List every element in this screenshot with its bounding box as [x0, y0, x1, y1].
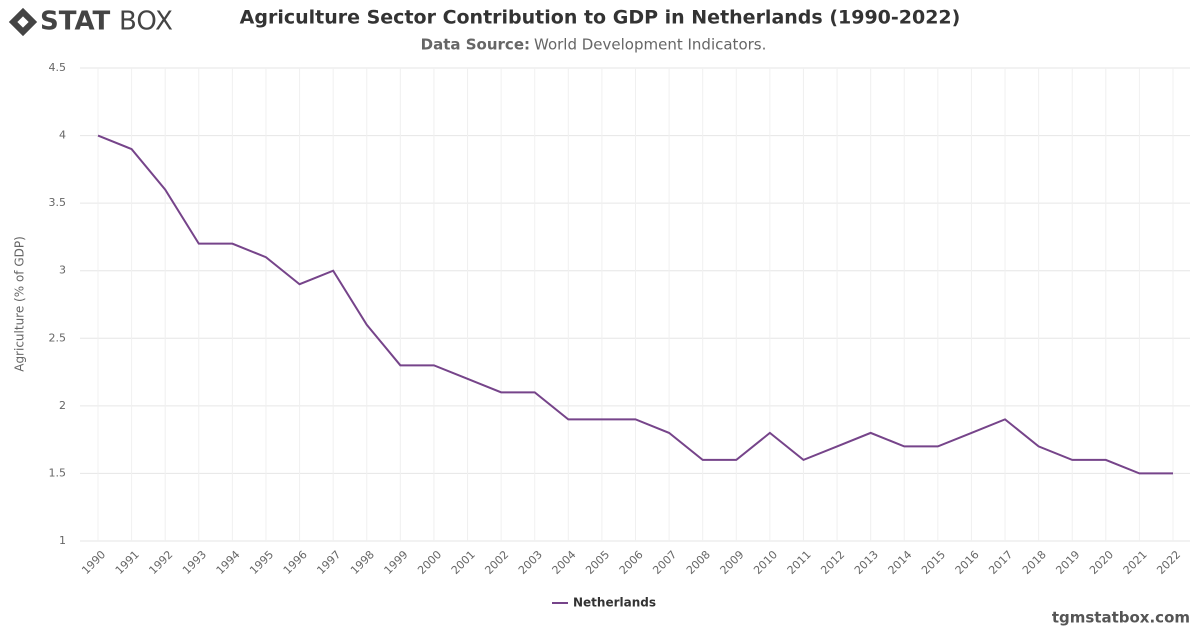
- x-tick-label: 2006: [617, 548, 646, 577]
- x-tick-label: 2003: [516, 548, 545, 577]
- subtitle: World Development Indicators.: [534, 36, 766, 54]
- x-tick-label: 2010: [751, 548, 780, 577]
- x-tick-label: 2011: [785, 548, 814, 577]
- x-tick-label: 2000: [415, 548, 444, 577]
- y-tick-label: 3.5: [49, 196, 67, 209]
- x-tick-label: 2018: [1020, 548, 1049, 577]
- x-tick-label: 1999: [382, 548, 411, 577]
- x-tick-label: 2013: [852, 548, 881, 577]
- x-tick-label: 1998: [348, 548, 377, 577]
- x-tick-label: 2017: [986, 548, 1015, 577]
- x-tick-label: 2015: [919, 548, 948, 577]
- y-tick-label: 3: [59, 264, 66, 277]
- y-tick-label: 1: [59, 534, 66, 547]
- x-tick-label: 2022: [1154, 548, 1183, 577]
- x-tick-label: 2005: [583, 548, 612, 577]
- logo: STAT BOX: [8, 7, 173, 37]
- x-tick-label: 1992: [146, 548, 175, 577]
- subtitle-label: Data Source:: [421, 36, 530, 54]
- legend-label: Netherlands: [573, 596, 656, 610]
- y-tick-label: 2.5: [49, 331, 67, 344]
- y-tick-label: 4.5: [49, 61, 67, 74]
- logo-icon: [8, 7, 38, 37]
- y-tick-label: 2: [59, 399, 66, 412]
- chart-title: Agriculture Sector Contribution to GDP i…: [240, 7, 961, 29]
- x-tick-label: 2009: [718, 548, 747, 577]
- x-tick-label: 2012: [818, 548, 847, 577]
- logo-light: BOX: [119, 7, 173, 37]
- x-tick-label: 1994: [214, 548, 243, 577]
- x-tick-label: 2001: [449, 548, 478, 577]
- x-tick-label: 1997: [314, 548, 343, 577]
- x-tick-label: 2014: [886, 548, 915, 577]
- x-tick-label: 2020: [1087, 548, 1116, 577]
- x-tick-label: 2021: [1121, 548, 1150, 577]
- footer: tgmstatbox.com: [1052, 609, 1190, 627]
- line: [97, 134, 1173, 475]
- x-tick-label: 1996: [281, 548, 310, 577]
- x-tick-label: 1990: [79, 548, 108, 577]
- y-tick-label: 4: [59, 129, 66, 142]
- logo-bold: STAT: [40, 7, 111, 37]
- x-tick-label: 2019: [1053, 548, 1082, 577]
- x-tick-label: 2016: [953, 548, 982, 577]
- x-tick-label: 2007: [650, 548, 679, 577]
- x-tick-label: 2004: [550, 548, 579, 577]
- x-tick-label: 1991: [113, 548, 142, 577]
- y-tick-label: 1.5: [49, 466, 67, 479]
- y-axis-label: Agriculture (% of GDP): [13, 236, 27, 372]
- x-tick-label: 2008: [684, 548, 713, 577]
- x-tick-label: 2002: [482, 548, 511, 577]
- x-tick-label: 1995: [247, 548, 276, 577]
- x-tick-label: 1993: [180, 548, 209, 577]
